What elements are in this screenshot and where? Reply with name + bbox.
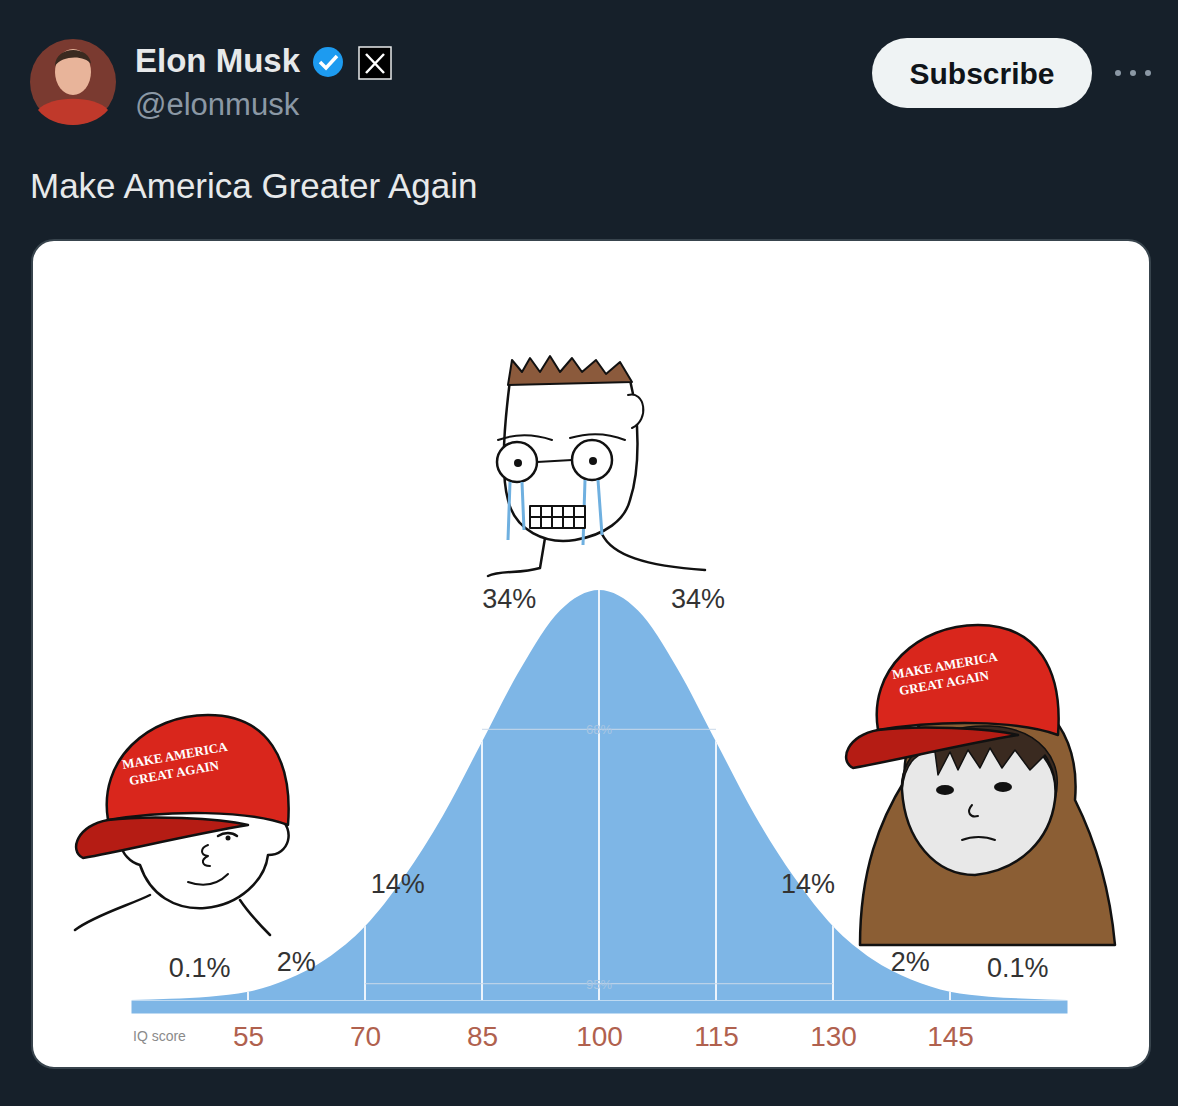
- author-name: Elon Musk: [135, 42, 301, 79]
- x-tick-label: 100: [576, 1021, 623, 1052]
- cap-crown: [107, 715, 289, 825]
- right-nose: [969, 805, 978, 816]
- avatar[interactable]: [30, 39, 116, 125]
- bracket-label: 95%: [586, 977, 612, 992]
- mid-pupil: [514, 459, 522, 467]
- mid-neck: [488, 534, 705, 576]
- mid-hair: [508, 356, 632, 385]
- region-percent: 14%: [371, 869, 425, 899]
- mid-mouth: [530, 506, 585, 528]
- region-percent: 34%: [671, 584, 725, 614]
- subscribe-button[interactable]: Subscribe: [872, 38, 1092, 108]
- cap-crown: [877, 625, 1059, 735]
- middle-figure: [488, 356, 705, 576]
- x-tick-label: 85: [467, 1021, 498, 1052]
- page: Elon Musk @elonmusk Subscribe Make America …: [0, 0, 1178, 1106]
- mid-brows: [498, 434, 625, 440]
- author-handle: @elonmusk: [135, 87, 300, 122]
- region-percent: 2%: [277, 947, 316, 977]
- x-tick: 145: [927, 1007, 974, 1053]
- x-tick-label: 70: [350, 1021, 381, 1052]
- x-axis-line: [132, 1001, 1068, 1014]
- mid-ear: [628, 394, 643, 428]
- mid-lens: [497, 442, 537, 482]
- subscribe-bg[interactable]: [872, 38, 1092, 108]
- left-pupil: [226, 836, 231, 841]
- badge-check: [320, 56, 337, 68]
- left-figure: MAKE AMERICAGREAT AGAIN: [75, 715, 289, 935]
- cap-brim: [76, 818, 248, 858]
- media-card: [32, 240, 1150, 1068]
- mid-pupil: [589, 457, 597, 465]
- x-tick-label: 130: [810, 1021, 857, 1052]
- x-tick: 85: [467, 1007, 498, 1053]
- left-nose: [202, 845, 210, 866]
- grid-line: [715, 590, 717, 1000]
- mid-lens: [572, 440, 612, 480]
- grid: [248, 590, 950, 1000]
- right-mouth: [962, 837, 995, 840]
- grid-line: [364, 590, 366, 1000]
- x-tick: 55: [233, 1007, 264, 1053]
- x-axis: 55 70 85 100 115 130 145: [132, 1007, 1068, 1053]
- x-tick: 115: [694, 1007, 739, 1053]
- x-logo: [359, 47, 391, 79]
- x-logo-mark: [366, 54, 384, 73]
- left-mouth: [188, 874, 228, 885]
- cap-text: GREAT AGAIN: [128, 757, 221, 788]
- more-dot[interactable]: [1115, 70, 1121, 76]
- x-tick-label: 55: [233, 1021, 264, 1052]
- mid-glasses: [537, 460, 572, 462]
- grid-line: [832, 590, 834, 1000]
- mid-tears: [508, 480, 602, 545]
- region-percent: 0.1%: [987, 953, 1049, 983]
- maga-cap: MAKE AMERICAGREAT AGAIN: [76, 715, 289, 858]
- region-percent: 14%: [781, 869, 835, 899]
- x-tick: 130: [810, 1007, 857, 1053]
- x-tick-label: 115: [694, 1021, 739, 1052]
- more-dot[interactable]: [1130, 70, 1136, 76]
- badge-circle: [313, 47, 343, 77]
- x-tick-label: 145: [927, 1021, 974, 1052]
- region-percent: 34%: [482, 584, 536, 614]
- post-text: Make America Greater Again: [30, 166, 477, 205]
- grid-line: [598, 590, 600, 1000]
- avatar-bg: [30, 39, 116, 125]
- grid-line: [481, 590, 483, 1000]
- region-percent: 0.1%: [169, 953, 231, 983]
- bracket-label: 68%: [586, 722, 612, 737]
- right-figure: MAKE AMERICAGREAT AGAIN: [846, 625, 1115, 945]
- x-logo-box: [359, 47, 391, 79]
- x-tick: 70: [350, 1007, 381, 1053]
- background: [0, 0, 1178, 1106]
- avatar-body: [38, 99, 108, 125]
- avatar-hair: [55, 50, 91, 66]
- right-eye: [994, 782, 1012, 792]
- x-tick: 100: [576, 1007, 623, 1053]
- verified-badge: [313, 47, 343, 77]
- cap-brim: [846, 728, 1018, 768]
- maga-cap: MAKE AMERICAGREAT AGAIN: [846, 625, 1059, 768]
- more-menu[interactable]: [1115, 70, 1151, 76]
- x-axis-title: IQ score: [133, 1028, 186, 1044]
- region-percent: 2%: [891, 947, 930, 977]
- avatar-face: [55, 49, 91, 95]
- more-dot[interactable]: [1145, 70, 1151, 76]
- cap-text: GREAT AGAIN: [898, 667, 991, 698]
- subscribe-label[interactable]: Subscribe: [909, 57, 1054, 90]
- right-eye: [936, 785, 954, 795]
